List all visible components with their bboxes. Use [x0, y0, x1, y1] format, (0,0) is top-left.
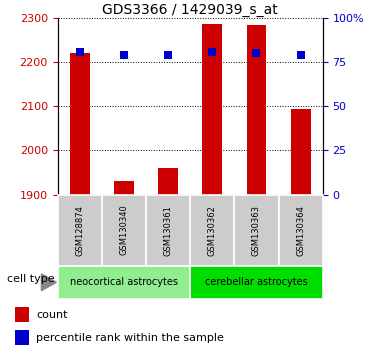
Bar [190, 266, 323, 299]
Point [121, 52, 127, 58]
Bar [234, 195, 279, 266]
Bar [246, 25, 266, 195]
Text: count: count [36, 309, 68, 320]
Point [77, 50, 83, 55]
Bar [14, 307, 29, 322]
Title: GDS3366 / 1429039_s_at: GDS3366 / 1429039_s_at [102, 3, 278, 17]
Point [165, 52, 171, 58]
Text: GSM128874: GSM128874 [75, 205, 84, 256]
Text: percentile rank within the sample: percentile rank within the sample [36, 333, 224, 343]
Bar [202, 24, 222, 195]
Bar [291, 109, 311, 195]
Text: GSM130361: GSM130361 [164, 205, 173, 256]
Text: cerebellar astrocytes: cerebellar astrocytes [205, 277, 308, 287]
Bar [158, 168, 178, 195]
Point [298, 52, 303, 58]
Text: GSM130362: GSM130362 [208, 205, 217, 256]
Polygon shape [42, 274, 56, 291]
Bar [58, 195, 102, 266]
Text: GSM130363: GSM130363 [252, 205, 261, 256]
Text: neocortical astrocytes: neocortical astrocytes [70, 277, 178, 287]
Point [209, 50, 215, 55]
Bar [146, 195, 190, 266]
Text: cell type: cell type [7, 274, 55, 284]
Bar [114, 182, 134, 195]
Point [253, 50, 259, 56]
Bar [58, 266, 190, 299]
Bar [102, 195, 146, 266]
Text: GSM130364: GSM130364 [296, 205, 305, 256]
Bar [14, 330, 29, 346]
Bar [279, 195, 323, 266]
Text: GSM130340: GSM130340 [119, 205, 128, 256]
Bar [70, 53, 89, 195]
Bar [190, 195, 234, 266]
